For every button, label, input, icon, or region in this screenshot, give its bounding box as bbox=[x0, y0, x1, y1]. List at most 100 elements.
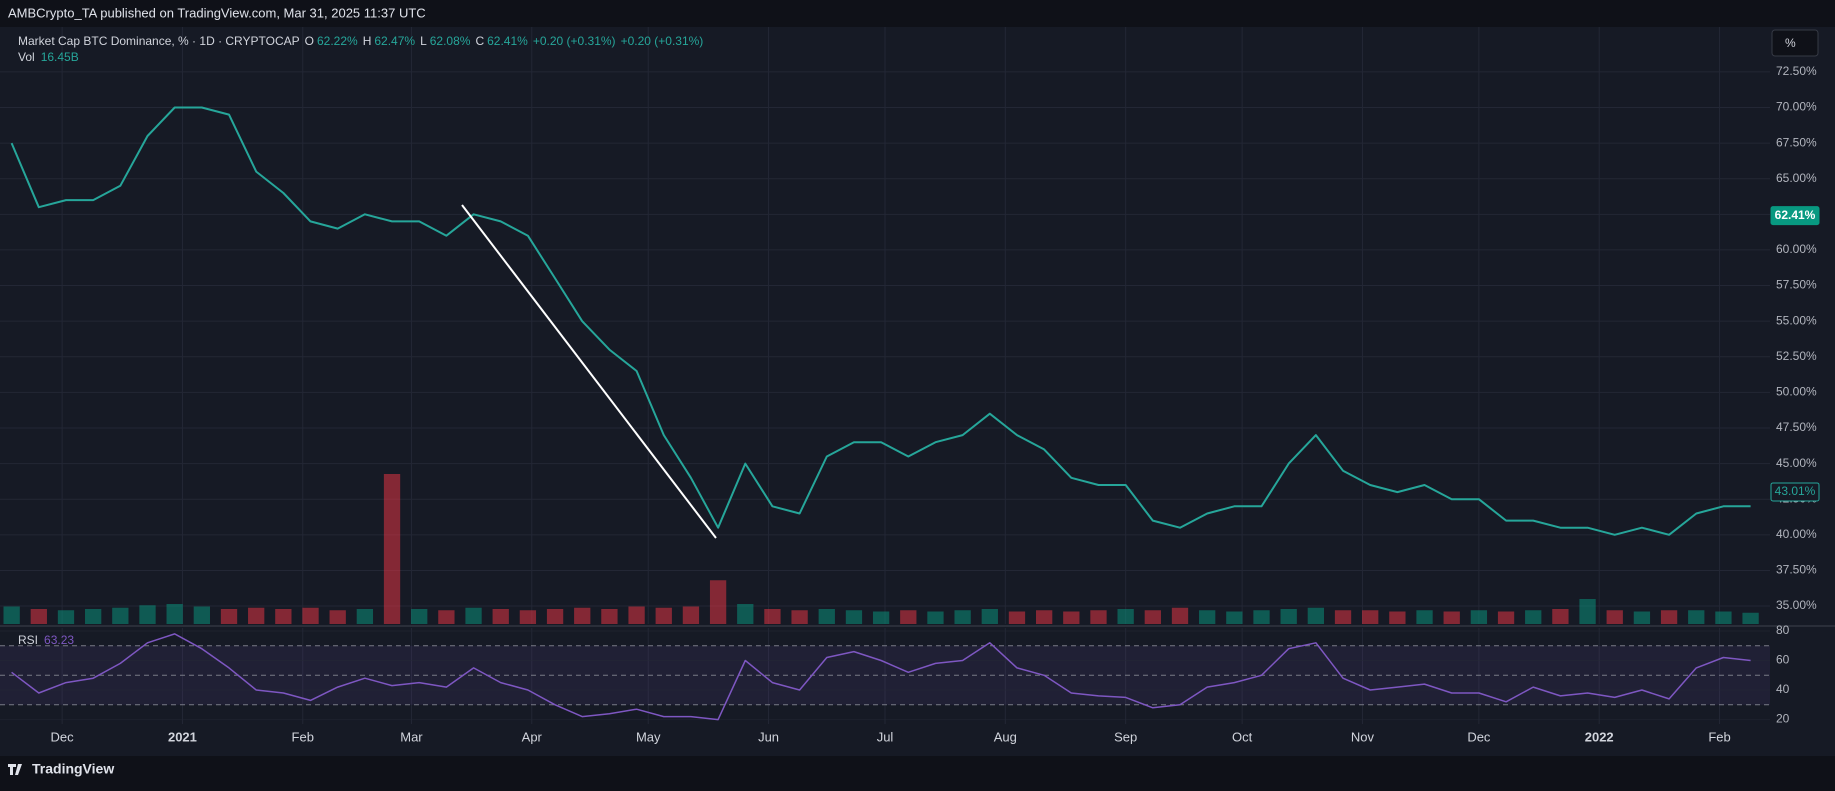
trend-line-drawing bbox=[461, 204, 717, 539]
volume-bar bbox=[1497, 611, 1515, 624]
volume-bar bbox=[1579, 599, 1596, 624]
legend-ohlc-name: H bbox=[363, 34, 372, 48]
volume-bar bbox=[764, 609, 781, 624]
rsi-y-tick-label: 60 bbox=[1776, 653, 1790, 667]
y-tick-label: 65.00% bbox=[1776, 171, 1817, 185]
x-tick-label: Oct bbox=[1232, 729, 1253, 744]
volume-bar bbox=[1199, 610, 1216, 624]
y-tick-label: 70.00% bbox=[1776, 100, 1817, 114]
grid bbox=[0, 27, 1770, 724]
footer-brand: TradingView bbox=[32, 761, 114, 777]
legend-ohlc-name: C bbox=[475, 34, 484, 48]
volume-bar bbox=[57, 610, 75, 624]
volume-bar bbox=[709, 580, 727, 624]
legend-change: +0.20 (+0.31%) bbox=[533, 34, 616, 48]
volume-bar bbox=[954, 610, 971, 624]
rsi-legend-value: 63.23 bbox=[44, 633, 74, 647]
publish-header: AMBCrypto_TA published on TradingView.co… bbox=[8, 5, 426, 20]
chart-area bbox=[0, 27, 1835, 756]
x-tick-label: 2022 bbox=[1585, 729, 1614, 744]
x-tick-label: Dec bbox=[51, 729, 75, 744]
legend-change: +0.20 (+0.31%) bbox=[621, 34, 704, 48]
volume-bar bbox=[1144, 610, 1161, 624]
volume-bar bbox=[574, 607, 591, 624]
footer: TradingView bbox=[8, 761, 114, 777]
volume-bar bbox=[1552, 609, 1569, 624]
volume-bar bbox=[220, 609, 238, 624]
volume-bar bbox=[30, 609, 47, 624]
x-tick-label: Aug bbox=[994, 729, 1017, 744]
volume-bar bbox=[1525, 610, 1542, 624]
y-tick-label: 35.00% bbox=[1776, 598, 1817, 612]
volume-bar bbox=[927, 611, 944, 624]
y-tick-label: 55.00% bbox=[1776, 313, 1817, 327]
volume-bar bbox=[818, 609, 835, 624]
y-tick-label: 57.50% bbox=[1776, 278, 1817, 292]
legend-ohlc-value: 62.22% bbox=[317, 34, 358, 48]
legend-ohlc-name: O bbox=[305, 34, 314, 48]
volume-bar bbox=[1688, 610, 1705, 624]
y-tick-label: 72.50% bbox=[1776, 64, 1817, 78]
volume-bar bbox=[248, 607, 265, 624]
x-tick-label: Nov bbox=[1351, 729, 1375, 744]
volume-bar bbox=[3, 606, 20, 624]
volume-bar bbox=[112, 607, 129, 624]
volume-bar bbox=[1171, 607, 1189, 624]
price-badge bbox=[1770, 482, 1820, 502]
volume-legend-value: 16.45B bbox=[41, 50, 79, 64]
volume-bar bbox=[275, 609, 292, 624]
volume-bar bbox=[383, 474, 401, 624]
price-line bbox=[10, 106, 1751, 536]
volume-bar bbox=[601, 609, 618, 624]
volume-bar bbox=[1226, 611, 1243, 624]
volume-bar bbox=[1470, 610, 1488, 624]
volume-bar bbox=[356, 609, 374, 624]
volume-bar bbox=[737, 604, 754, 624]
volume-bar bbox=[1715, 611, 1732, 624]
volume-bar bbox=[1035, 610, 1053, 624]
volume-bar bbox=[302, 607, 319, 624]
y-tick-label: 45.00% bbox=[1776, 456, 1817, 470]
volume-bar bbox=[1334, 610, 1352, 624]
volume-bar bbox=[1742, 612, 1759, 624]
rsi-y-tick-label: 80 bbox=[1776, 623, 1790, 637]
legend-ohlc-name: L bbox=[420, 34, 427, 48]
x-tick-label: Feb bbox=[292, 729, 314, 744]
volume-bar bbox=[1117, 609, 1134, 624]
legend-title: Market Cap BTC Dominance, % · 1D · CRYPT… bbox=[18, 34, 300, 48]
legend-ohlc-value: 62.41% bbox=[487, 34, 528, 48]
x-tick-label: Sep bbox=[1114, 729, 1137, 744]
rsi-line bbox=[11, 633, 1751, 721]
volume-bar bbox=[1280, 609, 1297, 624]
legend-ohlc-value: 62.47% bbox=[374, 34, 415, 48]
y-tick-label: 37.50% bbox=[1776, 563, 1817, 577]
scale-button[interactable] bbox=[1771, 29, 1819, 57]
legend-ohlc-value: 62.08% bbox=[430, 34, 471, 48]
volume-bar bbox=[628, 606, 645, 624]
price-badge bbox=[1770, 206, 1820, 226]
volume-bar bbox=[1362, 610, 1379, 624]
y-tick-label: 52.50% bbox=[1776, 349, 1817, 363]
axes: Dec 2021 Feb Mar Apr May Jun Jul Aug Sep Oct Nov Dec… bbox=[0, 34, 1835, 744]
volume-bar bbox=[1660, 610, 1678, 624]
x-tick-label: Apr bbox=[522, 729, 543, 744]
volume-bar bbox=[411, 609, 428, 624]
y-tick-label: 40.00% bbox=[1776, 527, 1817, 541]
price-badge-label: 62.41% bbox=[1775, 208, 1816, 222]
scale-button-label[interactable]: % bbox=[1785, 36, 1796, 50]
volume-bar bbox=[85, 609, 102, 624]
rsi-y-tick-label: 20 bbox=[1776, 712, 1790, 726]
volume-bar bbox=[166, 604, 183, 624]
volume-bar bbox=[872, 611, 890, 624]
volume-bar bbox=[139, 605, 156, 624]
x-tick-label: Mar bbox=[400, 729, 423, 744]
x-tick-label: Feb bbox=[1708, 729, 1730, 744]
y-tick-label: 50.00% bbox=[1776, 385, 1817, 399]
volume-bar bbox=[1253, 610, 1270, 624]
volume-bar bbox=[845, 610, 863, 624]
volume-bar bbox=[1633, 611, 1651, 624]
volume-bar bbox=[1008, 611, 1026, 624]
marks bbox=[3, 106, 1759, 721]
volume-bar bbox=[791, 610, 808, 624]
